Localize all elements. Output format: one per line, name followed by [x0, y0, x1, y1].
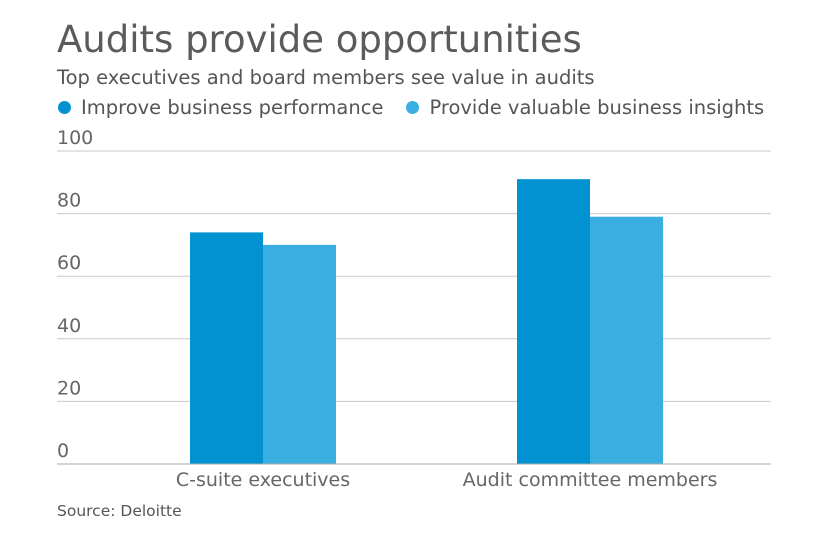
y-tick-label-60: 60 [57, 252, 81, 274]
y-tick-label-0: 0 [57, 440, 69, 462]
legend-item-series-1: Improve business performance [57, 96, 383, 119]
legend-swatch-series-1 [58, 101, 71, 114]
y-tick-label-20: 20 [57, 377, 81, 399]
chart-title: Audits provide opportunities [57, 18, 582, 61]
y-tick-label-80: 80 [57, 190, 81, 212]
legend: Improve business performance Provide val… [57, 96, 786, 119]
bar-2-series-2 [590, 216, 663, 464]
source-note: Source: Deloitte [57, 502, 182, 520]
legend-label-series-2: Provide valuable business insights [429, 96, 765, 119]
x-tick-label-1: C-suite executives [176, 469, 350, 491]
x-tick-label-2: Audit committee members [463, 469, 718, 491]
legend-item-series-2: Provide valuable business insights [405, 96, 764, 119]
y-tick-label-40: 40 [57, 315, 81, 337]
bar-1-series-1 [190, 232, 263, 464]
bar-1-series-2 [263, 244, 336, 464]
bar-2-series-1 [517, 179, 590, 465]
legend-swatch-series-2 [406, 101, 420, 114]
legend-label-series-1: Improve business performance [81, 96, 384, 119]
y-tick-label-100: 100 [57, 127, 93, 149]
chart-subtitle: Top executives and board members see val… [57, 66, 595, 89]
